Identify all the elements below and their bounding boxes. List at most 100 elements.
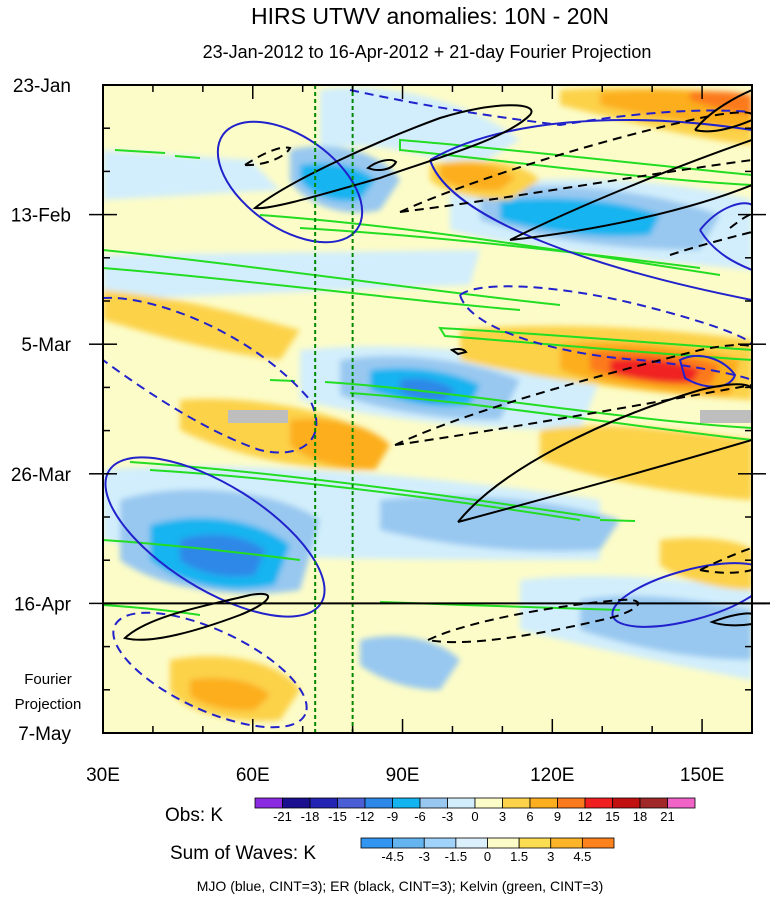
obs-colorbar-label: Obs: K: [165, 805, 223, 826]
colorbar-level: 1.5: [510, 849, 528, 864]
anomaly-region: [610, 358, 700, 383]
kelvin-contour: [599, 519, 636, 522]
colorbar-swatch: [612, 797, 641, 809]
kelvin-contour: [259, 214, 721, 276]
reference-lines: [314, 85, 354, 733]
x-tick-label: 30E: [86, 765, 120, 786]
anomaly-region: [300, 163, 375, 202]
er-contour: [699, 569, 752, 574]
y-tick-label: 23-Jan: [13, 76, 71, 97]
kelvin-contour: [103, 249, 561, 306]
x-tick-label: 150E: [680, 765, 724, 786]
er-contour: [709, 612, 752, 627]
y-tick-label: 5-Mar: [21, 335, 71, 356]
anomaly-region: [103, 150, 280, 200]
colorbar-level: 15: [605, 809, 619, 824]
mjo-contour: [699, 229, 752, 271]
er-contour: [122, 592, 270, 641]
mjo-contour: [459, 294, 752, 381]
colorbar-swatch: [581, 837, 615, 849]
er-contour: [457, 439, 752, 523]
x-tick-label: 60E: [236, 765, 270, 786]
er-contour: [449, 347, 468, 356]
waves-colorbar: -4.5 -3 -1.5 0 1.5 3 4.5: [360, 837, 615, 864]
y-tick-label: 26-Mar: [11, 465, 72, 486]
colorbar-level: 0: [484, 849, 491, 864]
mjo-contour: [429, 159, 752, 301]
kelvin-contour: [103, 604, 201, 616]
colorbar-level: 0: [471, 809, 478, 824]
colorbar-level: -18: [301, 809, 320, 824]
mjo-contour: [699, 202, 752, 231]
er-contour: [399, 159, 752, 213]
er-contour: [394, 384, 752, 446]
colorbar-swatch: [419, 797, 448, 809]
mjo-contour: [611, 562, 752, 628]
kelvin-contour: [129, 461, 601, 519]
contour-legend-footnote: MJO (blue, CINT=3); ER (black, CINT=3); …: [197, 878, 604, 894]
colorbar-level: -9: [387, 809, 399, 824]
colorbar-swatch: [360, 837, 394, 849]
er-contour: [669, 231, 752, 256]
chart-title: HIRS UTWV anomalies: 10N - 20N: [251, 3, 609, 29]
kelvin-contour: [349, 392, 752, 441]
missing-data-patch: [700, 410, 752, 423]
er-contour: [694, 89, 752, 131]
mjo-contour: [678, 355, 737, 388]
colorbar-level: -4.5: [381, 849, 403, 864]
colorbar-swatch: [550, 837, 583, 849]
colorbar-swatch: [529, 797, 558, 809]
kelvin-contour: [299, 227, 701, 269]
anomaly-region: [190, 678, 270, 711]
colorbar-swatch: [254, 797, 283, 809]
anomaly-region: [660, 538, 752, 590]
colorbar-swatch: [392, 797, 421, 809]
x-tick-label: 90E: [386, 765, 420, 786]
colorbar-swatch: [337, 797, 366, 809]
x-axis: 30E 60E 90E 120E 150E: [86, 85, 753, 786]
er-contour: [694, 119, 752, 133]
er-contour: [399, 111, 752, 213]
colorbar-swatch: [667, 797, 696, 809]
er-contour: [509, 184, 752, 241]
obs-colorbar: -21 -18 -15 -12 -9 -6 -3 0 3 6 9 12 15 18 21: [254, 797, 696, 824]
colorbar-level: -1.5: [445, 849, 467, 864]
colorbar-swatch: [557, 797, 586, 809]
missing-data-patch: [228, 410, 288, 423]
mjo-contour: [459, 285, 752, 346]
colorbar-swatch: [423, 837, 457, 849]
mjo-contour: [216, 120, 364, 244]
anomaly-region: [320, 87, 520, 170]
kelvin-contour: [103, 539, 301, 561]
colorbar-level: -12: [356, 809, 375, 824]
projection-label-line1: Fourier: [24, 671, 72, 688]
plot-frame: [102, 84, 753, 734]
colorbar-swatch: [487, 837, 520, 849]
colorbar-level: -3: [418, 849, 430, 864]
anomaly-region: [580, 595, 752, 660]
colorbar-swatch: [392, 837, 425, 849]
anomaly-region: [103, 250, 480, 300]
mjo-contours-dashed: [103, 89, 752, 729]
anomaly-region: [180, 534, 265, 577]
colorbar-swatch: [447, 797, 476, 809]
colorbar-level: 3: [499, 809, 506, 824]
colorbar-level: -15: [328, 809, 347, 824]
colorbar-level: 12: [578, 809, 592, 824]
anomaly-region: [440, 163, 515, 191]
kelvin-contour: [324, 381, 752, 429]
colorbar-swatch: [584, 797, 613, 809]
colorbar-level: 3: [547, 849, 554, 864]
colorbar-swatch: [364, 797, 393, 809]
colorbar-swatch: [309, 797, 338, 809]
colorbar-level: -6: [414, 809, 426, 824]
colorbar-level: 21: [660, 809, 674, 824]
colorbar-level: -21: [273, 809, 292, 824]
kelvin-contour: [103, 267, 521, 311]
anomaly-field: [103, 87, 752, 721]
kelvin-contour: [174, 155, 201, 159]
anomaly-region: [400, 378, 455, 401]
colorbar-swatch: [518, 837, 552, 849]
anomaly-region: [103, 290, 300, 360]
